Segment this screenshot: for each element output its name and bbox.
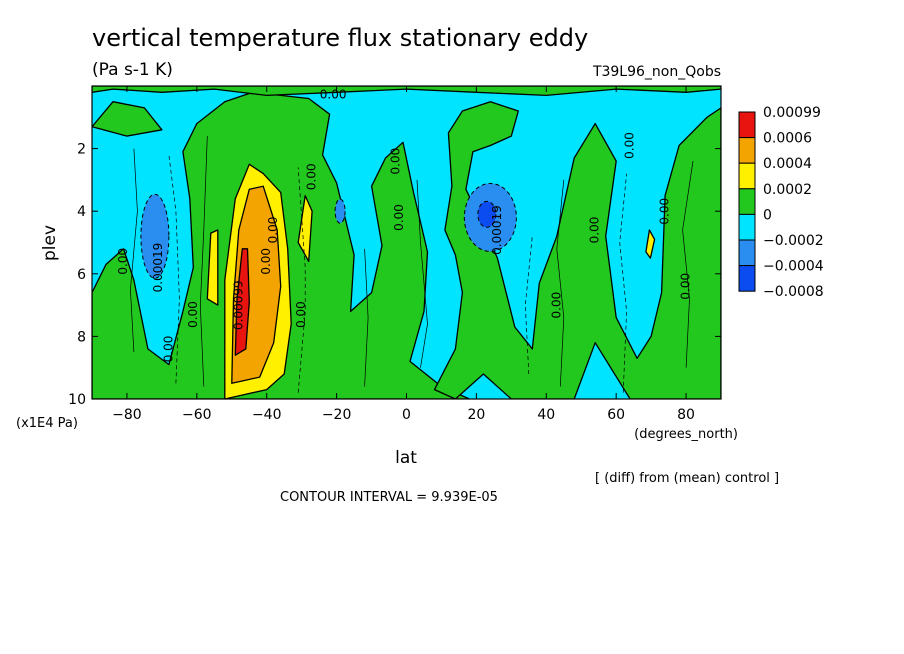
colorbar-label: −0.0002 [763, 233, 824, 249]
contour-interval-text: CONTOUR INTERVAL = 9.939E-05 [280, 490, 498, 505]
contour-label: 0.00 [266, 217, 280, 244]
colorbar-swatch [738, 265, 756, 292]
colorbar-swatch [738, 239, 756, 267]
colorbar-swatch [738, 111, 756, 139]
contour-label: 0.00 [588, 217, 602, 244]
colorbar: 0.00099 0.0006 0.0004 0.0002 0 −0.0002 −0.0004… [738, 105, 824, 300]
x-tick-label: −40 [252, 407, 282, 423]
contour-line [416, 179, 428, 368]
contour-line [556, 179, 565, 387]
colorbar-label: −0.0008 [763, 284, 824, 300]
colorbar-swatch [738, 213, 756, 241]
contour-label: 0.00 [679, 273, 693, 300]
x-tick-label: 0 [402, 407, 411, 423]
contour-line [682, 161, 694, 368]
contour-line [130, 148, 138, 353]
contour-label: 0.00099 [231, 280, 245, 330]
contour-line [199, 136, 208, 387]
x-tick-label: 20 [467, 407, 485, 423]
y-axis-label: plev [40, 225, 60, 261]
y-tick-label: 8 [77, 329, 86, 345]
x-tick-label: −80 [112, 407, 142, 423]
contour-line [364, 248, 369, 387]
contour-labels: 0.00 0.00 0.00019 0.00 0.00 0.00 0.00 0.00099 0.… [116, 88, 693, 363]
positive-region-top-left [92, 101, 163, 137]
y-tick-label: 2 [77, 142, 86, 158]
colorbar-label: 0.0002 [763, 182, 812, 198]
contour-label: 0.00 [549, 292, 563, 319]
warm-core-red [234, 248, 250, 356]
contour-label: 0.00 [294, 301, 308, 328]
positive-band-top [92, 86, 721, 97]
contour-label: 0.00 [392, 204, 406, 231]
colorbar-label: 0.0004 [763, 156, 812, 172]
x-tick-label: 60 [607, 407, 625, 423]
contour-label: 0.00 [623, 132, 637, 159]
y-tick-label: 6 [77, 267, 86, 283]
x-axis-units: (degrees_north) [634, 427, 738, 442]
cool-region-west [140, 193, 170, 279]
colorbar-label: 0.00099 [763, 105, 821, 121]
y-tick-label: 10 [68, 392, 86, 408]
contour-label: 0.00019 [151, 243, 165, 293]
contour-label: 0.00 [259, 248, 273, 275]
positive-region-east [433, 101, 721, 399]
contour-label: 0.00 [305, 163, 319, 190]
cool-core-east [477, 200, 497, 228]
contour-line [168, 154, 180, 384]
contour-label: 0.00 [186, 301, 200, 328]
contour-label: 0.00 [320, 88, 347, 102]
colorbar-swatch [738, 162, 756, 190]
contour-line [297, 167, 306, 393]
x-tick-label: 80 [677, 407, 695, 423]
run-label: T39L96_non_Qobs [592, 64, 721, 80]
y-tick-label: 4 [77, 204, 86, 220]
colorbar-swatch [738, 137, 756, 164]
contour-label: 0.00 [116, 248, 130, 275]
chart-units: (Pa s-1 K) [92, 60, 173, 80]
cool-region-small [334, 198, 346, 224]
contour-line [619, 173, 627, 393]
contour-line [524, 236, 533, 375]
colorbar-label: 0 [763, 207, 772, 223]
chart-title: vertical temperature flux stationary edd… [92, 24, 588, 52]
footnote: [ (diff) from (mean) control ] [595, 471, 779, 486]
contour-label: 0.00 [389, 148, 403, 175]
contour-label: 0.00 [658, 198, 672, 225]
colorbar-label: 0.0006 [763, 131, 812, 147]
x-tick-label: 40 [537, 407, 555, 423]
x-tick-label: −20 [322, 407, 352, 423]
contour-label: 0.00019 [490, 205, 504, 255]
warm-region-east [645, 229, 656, 259]
colorbar-swatch [738, 188, 756, 215]
x-axis-label: lat [395, 448, 417, 468]
warm-region-small-left [206, 229, 219, 306]
contour-label: 0.00 [161, 336, 175, 363]
y-axis-units: (x1E4 Pa) [16, 416, 78, 431]
warm-region-small [297, 194, 313, 262]
x-axis: −80 −60 −40 −20 0 20 40 60 80 [112, 86, 695, 423]
colorbar-label: −0.0004 [763, 259, 824, 275]
x-tick-label: −60 [182, 407, 212, 423]
filled-contour-field [92, 86, 721, 399]
y-axis: 2 4 6 8 10 [68, 142, 721, 408]
